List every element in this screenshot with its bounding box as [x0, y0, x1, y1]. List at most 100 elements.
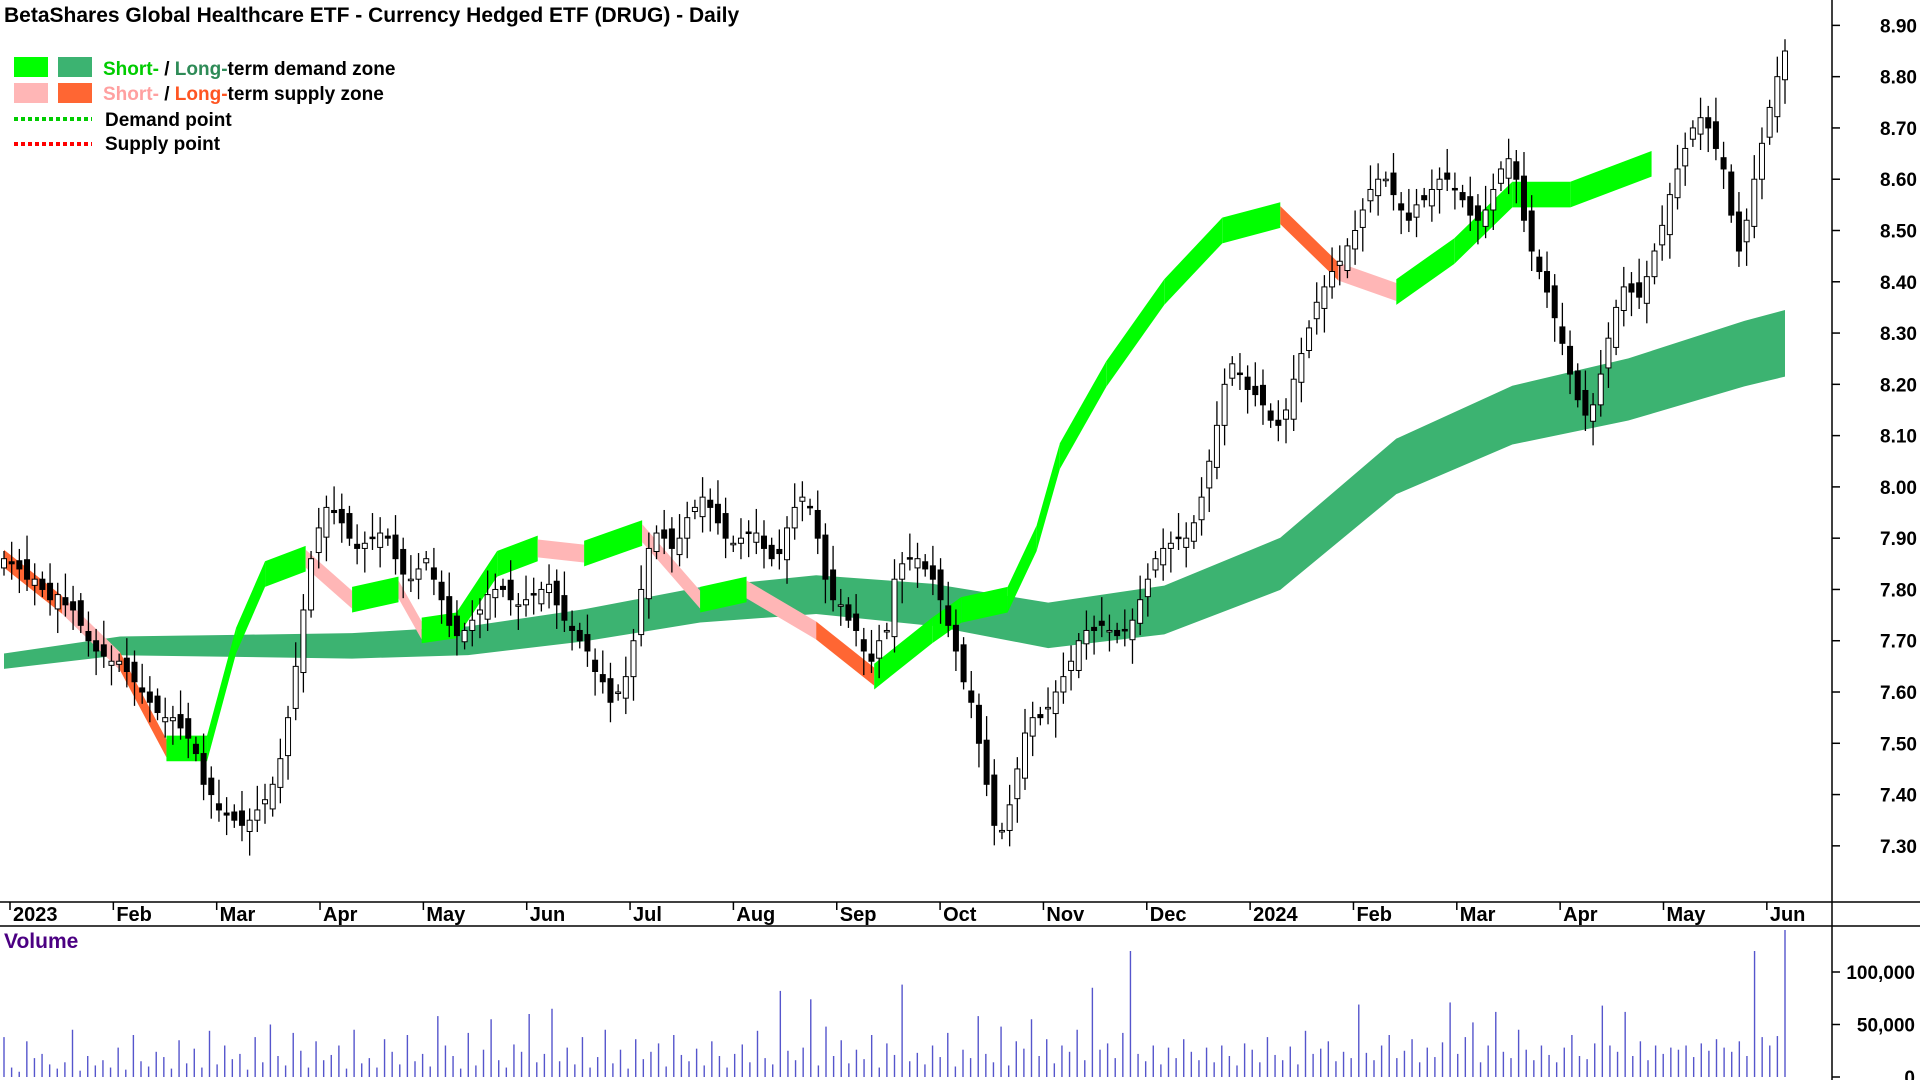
candle-body [262, 799, 269, 805]
candle-body [1352, 230, 1359, 250]
candle-body [8, 561, 15, 565]
candle-body [1006, 804, 1013, 831]
x-tick-label: Apr [323, 904, 358, 926]
y-tick-label: 7.50 [1880, 734, 1917, 755]
candle-body [945, 605, 952, 626]
candle-body [668, 528, 675, 549]
candle-body [1505, 158, 1512, 179]
candle-body [1206, 460, 1213, 489]
candle-body [1014, 768, 1021, 800]
candle-body [62, 597, 69, 606]
candle-body [1597, 373, 1604, 406]
candle-body [546, 583, 553, 594]
candle-body [1735, 211, 1742, 252]
candle-body [300, 609, 307, 674]
candle-body [830, 569, 837, 601]
candle-body [1259, 384, 1266, 406]
candle-body [461, 629, 468, 643]
candle-body [177, 714, 184, 729]
candle-body [1782, 50, 1788, 81]
candle-body [139, 687, 146, 693]
legend-short-label: Short- [103, 59, 159, 80]
candle-body [1636, 282, 1643, 298]
candle-body [1705, 117, 1712, 129]
x-tick-label: May [426, 904, 466, 926]
legend-sep: / [159, 84, 175, 105]
x-tick-label: 2024 [1253, 904, 1298, 926]
short-term-supply-zone [1338, 262, 1397, 302]
candle-body [1605, 337, 1612, 369]
candle-body [645, 547, 652, 600]
candle-body [914, 558, 921, 569]
candle-body [1482, 209, 1489, 227]
candle-body [1712, 121, 1719, 149]
candle-body [1298, 353, 1305, 383]
legend-long-label: Long- [175, 59, 228, 80]
candle-body [1697, 117, 1704, 135]
candle-body [377, 532, 384, 548]
candle-body [446, 596, 453, 626]
legend-long-label: Long- [175, 84, 228, 105]
candle-body [592, 659, 599, 673]
candle-body [16, 560, 23, 570]
candle-body [1275, 419, 1282, 426]
candle-body [254, 809, 261, 821]
legend-demand-suffix: term demand zone [228, 59, 396, 80]
x-tick-label: Sep [840, 904, 877, 926]
candle-body [1536, 256, 1543, 273]
candle-body [154, 695, 161, 714]
candle-body [615, 691, 622, 695]
candle-body [891, 578, 898, 638]
candle-body [70, 601, 77, 611]
candle-body [116, 660, 123, 665]
candle-body [684, 517, 691, 539]
candle-body [24, 559, 31, 580]
x-tick-label: May [1666, 904, 1706, 926]
candle-body [1336, 260, 1343, 266]
candle-body [1405, 212, 1412, 221]
candle-body [1413, 204, 1420, 218]
short-term-demand-zone [497, 535, 538, 577]
candle-body [308, 558, 315, 611]
legend-short-label: Short- [103, 84, 159, 105]
candle-body [1052, 691, 1059, 715]
candle-body [883, 629, 890, 633]
candle-body [1390, 172, 1397, 196]
candle-body [1290, 378, 1297, 420]
candle-body [415, 568, 422, 580]
y-tick-label: 8.70 [1880, 119, 1917, 140]
candle-body [1029, 717, 1036, 737]
candle-body [983, 739, 990, 785]
short-term-demand-zone [1164, 217, 1223, 305]
candle-body [922, 561, 929, 570]
short-term-demand-zone [874, 617, 933, 690]
candle-body [1751, 178, 1758, 227]
candle-body [853, 613, 860, 631]
candle-body [47, 582, 54, 601]
candle-body [837, 604, 844, 607]
candle-body [1236, 372, 1243, 376]
candle-body [653, 532, 660, 553]
candle-body [1559, 326, 1566, 344]
candle-body [31, 578, 38, 586]
candle-body [100, 644, 107, 657]
candle-body [630, 640, 637, 678]
candle-body [1459, 192, 1466, 201]
candle-body [400, 548, 407, 575]
short-term-supply-zone [746, 580, 817, 640]
short-term-demand-zone [1036, 443, 1060, 551]
candle-body [223, 812, 230, 816]
candle-body [760, 535, 767, 549]
candle-body [799, 496, 806, 502]
candle-body [1375, 178, 1382, 197]
candle-body [1582, 389, 1589, 416]
x-tick-label: Dec [1150, 904, 1187, 926]
candle-body [1160, 547, 1167, 566]
candle-body [507, 579, 514, 601]
candle-body [438, 581, 445, 601]
candle-body [530, 593, 537, 596]
candle-body [1574, 370, 1581, 401]
candle-body [714, 503, 721, 524]
y-tick-label: 8.60 [1880, 170, 1917, 191]
